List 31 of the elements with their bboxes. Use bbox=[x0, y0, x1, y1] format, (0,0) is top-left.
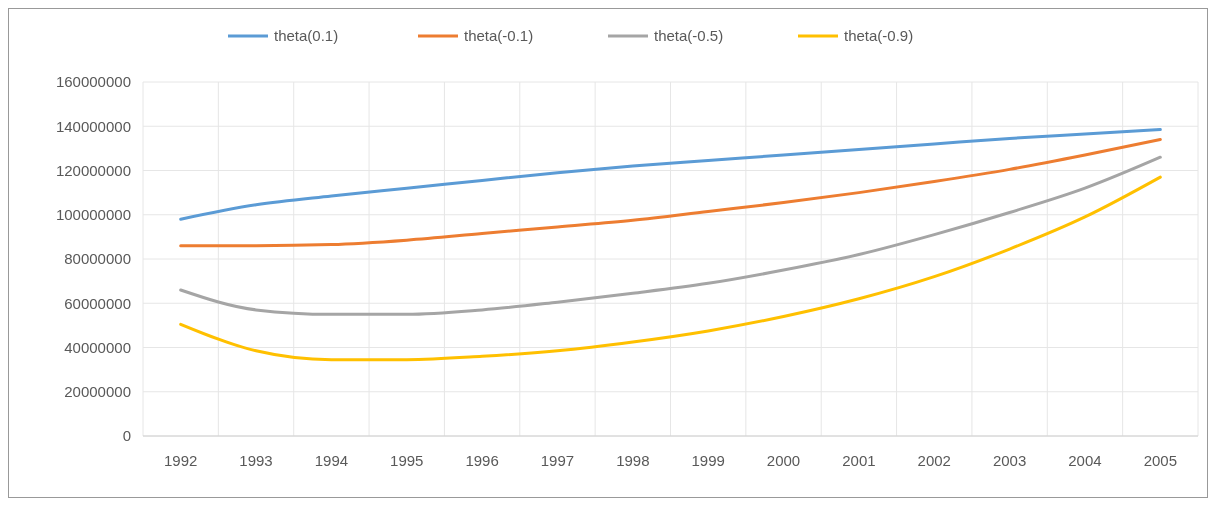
x-tick-label: 2000 bbox=[766, 452, 801, 469]
line-series bbox=[179, 175, 1162, 362]
x-tick-label: 1995 bbox=[390, 452, 424, 469]
legend-label: theta(0.1) bbox=[274, 27, 339, 45]
y-tick-label: 120000000 bbox=[55, 161, 131, 179]
y-tick-label: 140000000 bbox=[55, 117, 131, 135]
x-tick-label: 1993 bbox=[239, 452, 273, 469]
legend-label: theta(-0.9) bbox=[844, 27, 914, 45]
line-series bbox=[179, 155, 1162, 316]
x-tick-label: 1998 bbox=[616, 452, 650, 469]
x-tick-label: 2004 bbox=[1068, 452, 1102, 469]
y-tick-label: 100000000 bbox=[55, 206, 131, 223]
y-tick-label: 20000000 bbox=[64, 383, 131, 400]
x-tick-label: 1994 bbox=[314, 452, 349, 469]
x-tick-label: 2003 bbox=[992, 452, 1027, 469]
line-series bbox=[179, 138, 1162, 248]
x-tick-label: 2005 bbox=[1143, 452, 1178, 469]
x-tick-label: 1999 bbox=[691, 452, 725, 469]
y-tick-label: 0 bbox=[122, 427, 131, 445]
x-tick-label: 1992 bbox=[163, 452, 198, 469]
x-tick-label: 2001 bbox=[842, 452, 876, 469]
legend-label: theta(-0.5) bbox=[654, 27, 724, 45]
legend-label: theta(-0.1) bbox=[464, 27, 534, 45]
y-tick-label: 60000000 bbox=[64, 294, 131, 312]
x-tick-label: 1997 bbox=[540, 452, 575, 469]
y-tick-label: 160000000 bbox=[55, 73, 131, 91]
x-tick-label: 1996 bbox=[465, 452, 499, 469]
x-tick-label: 2002 bbox=[917, 452, 951, 469]
line-series bbox=[179, 128, 1162, 221]
y-tick-label: 80000000 bbox=[64, 250, 131, 268]
y-tick-label: 40000000 bbox=[64, 338, 131, 356]
